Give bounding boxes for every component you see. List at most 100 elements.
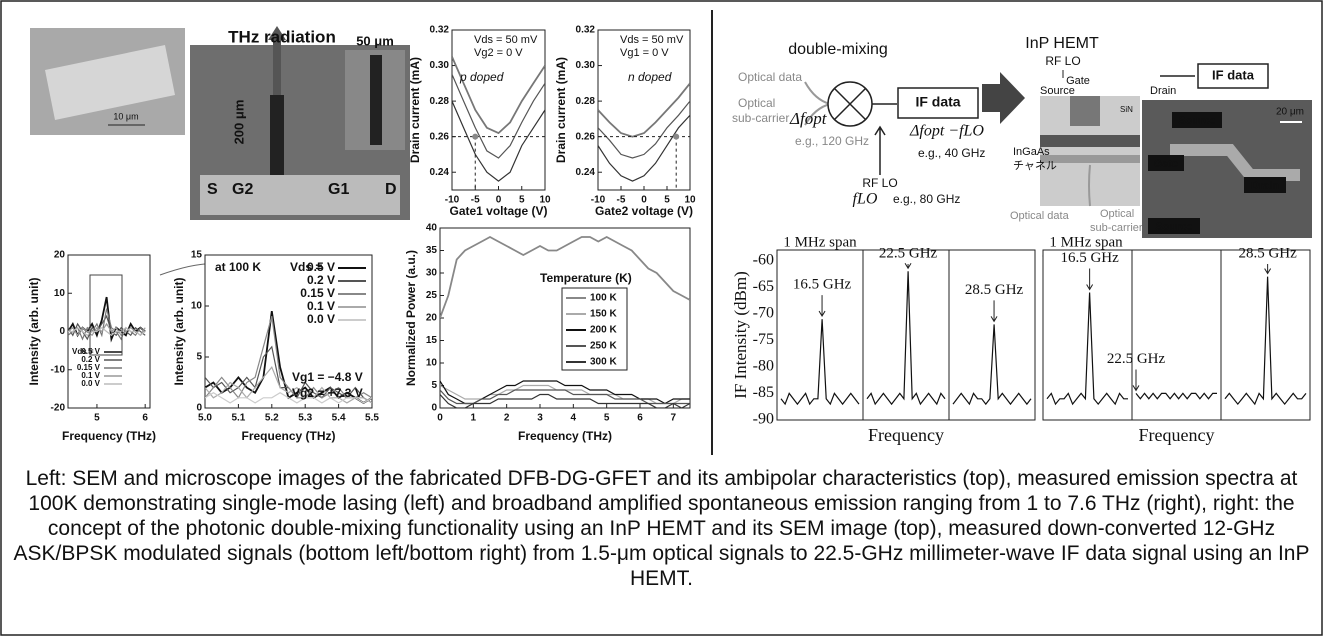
x-tick-label: 6 — [142, 413, 148, 424]
legend-label: 0.15 V — [300, 286, 335, 300]
lo-arrow — [874, 125, 886, 175]
hemt-rf-lo: RF LO — [1045, 54, 1080, 68]
sem-tag — [1244, 177, 1286, 193]
x-axis-label: Frequency (THz) — [518, 429, 612, 443]
legend-label: 0.1 V — [307, 299, 335, 313]
legend-label: 200 K — [590, 325, 617, 336]
sem-electrode — [1170, 144, 1300, 181]
condition: Vg2 = 0 V — [474, 47, 523, 59]
delta-f: Δfopt — [789, 109, 828, 128]
x-tick-label: 3 — [537, 413, 543, 424]
y-tick-label: 10 — [191, 301, 203, 312]
legend-title: Temperature (K) — [540, 271, 632, 285]
y-tick-label: -75 — [753, 331, 774, 348]
peak-arrow — [990, 300, 998, 323]
marker-guide — [598, 136, 690, 190]
y-tick-label: 10 — [54, 288, 66, 299]
y-tick-label: 0.28 — [576, 96, 596, 107]
spectrum-line — [780, 319, 860, 406]
sem-label: Source — [1155, 221, 1192, 233]
sem-scale: 10 μm — [113, 111, 138, 121]
sem-label: Source — [1178, 115, 1215, 127]
condition: Vds = 50 mV — [474, 34, 538, 46]
marker-point — [472, 133, 479, 140]
f-lo: fLO — [853, 191, 878, 208]
plot-frame — [204, 254, 373, 409]
mixing-title: double-mixing — [788, 41, 888, 58]
data-line — [205, 316, 372, 399]
device-title: THz radiation — [228, 27, 336, 46]
legend-label: 0.2 V — [307, 273, 335, 287]
channel-layer — [1040, 135, 1140, 147]
peak-arrow — [1264, 264, 1272, 275]
x-tick-label: 7 — [671, 413, 677, 424]
y-axis-label: Normalized Power (a.u.) — [404, 250, 418, 386]
panel-frame — [1131, 249, 1222, 421]
pad-label: G2 — [232, 181, 253, 198]
panel-frame — [776, 249, 864, 421]
optical-subcarrier: sub-carrier — [732, 111, 789, 125]
x-tick-label: 1 — [471, 413, 477, 424]
rf-lo: RF LO — [862, 176, 897, 190]
y-tick-label: 40 — [426, 223, 438, 234]
y-tick-label: 30 — [426, 268, 438, 279]
optical-data: Optical data — [738, 70, 802, 84]
data-line — [452, 56, 545, 135]
y-tick-label: 0.28 — [430, 96, 450, 107]
spectrum-line — [866, 271, 946, 406]
channel-label: InGaAs — [1013, 146, 1050, 158]
legend-label: 150 K — [590, 309, 617, 320]
layer — [1040, 155, 1140, 163]
y-tick-label: 0.24 — [576, 167, 596, 178]
sem-tag — [1148, 218, 1200, 234]
x-axis-label: Gate2 voltage (V) — [595, 204, 693, 218]
span-label: 1 MHz span — [783, 234, 857, 250]
legend-label: 0.1 V — [81, 371, 100, 380]
peak-label: 16.5 GHz — [793, 277, 852, 293]
x-tick-label: 0 — [437, 413, 443, 424]
spectrum-line — [952, 324, 1032, 406]
y-tick-label: 0.32 — [430, 25, 450, 36]
legend-label: 0.15 V — [77, 363, 101, 372]
x-tick-label: 5.2 — [265, 413, 279, 424]
x-tick-label: 5 — [94, 413, 100, 424]
legend-label: 100 K — [590, 293, 617, 304]
x-tick-label: 10 — [539, 195, 551, 206]
optical-subcarrier: Optical — [738, 96, 775, 110]
fiber — [1088, 164, 1091, 207]
data-line — [452, 74, 545, 159]
sem-label: Drain — [1251, 180, 1279, 192]
peak-arrow — [818, 295, 826, 318]
data-line — [440, 393, 690, 408]
gate-voltage: Vg1 = −4.8 V — [292, 370, 363, 384]
sem-tag — [1172, 112, 1222, 128]
y-tick-label: 20 — [54, 250, 66, 261]
channel-label: チャネル — [1013, 159, 1057, 172]
y-tick-label: 20 — [426, 313, 438, 324]
pad-label: G1 — [328, 181, 349, 198]
hemt-optical-subcarrier: sub-carrier — [1090, 222, 1143, 234]
doping: p doped — [459, 70, 504, 84]
x-tick-label: 6 — [637, 413, 643, 424]
data-line — [205, 391, 372, 404]
marker-point — [673, 133, 680, 140]
x-tick-label: -5 — [617, 195, 626, 206]
x-axis-label: Frequency — [868, 425, 944, 445]
y-tick-label: -20 — [51, 403, 66, 414]
sem-label: Gate — [1154, 158, 1178, 170]
span-label: 1 MHz span — [1049, 234, 1123, 250]
x-tick-label: 0 — [496, 195, 502, 206]
length-scale: 200 μm — [231, 100, 246, 145]
x-tick-label: -10 — [591, 195, 606, 206]
panel-frame — [948, 249, 1036, 421]
panel-title: at 100 K — [215, 260, 261, 274]
x-tick-label: 4 — [571, 413, 577, 424]
y-axis-label: Intensity (arb. unit) — [27, 277, 41, 385]
peak-label: 28.5 GHz — [965, 282, 1024, 298]
y-tick-label: 5 — [431, 380, 437, 391]
y-tick-label: -85 — [753, 384, 774, 401]
sem-device — [45, 45, 175, 120]
y-tick-label: 25 — [426, 290, 438, 301]
data-line — [440, 235, 690, 319]
data-line — [68, 308, 146, 341]
